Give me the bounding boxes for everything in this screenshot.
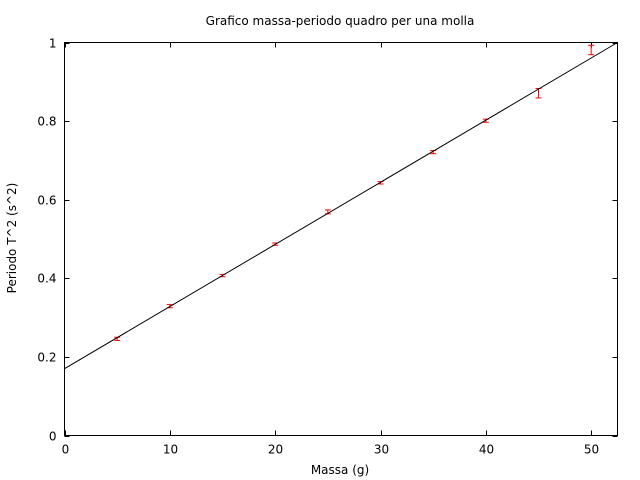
plot-marks xyxy=(64,42,618,370)
x-tick-label: 10 xyxy=(163,443,178,457)
y-tick-label: 0.8 xyxy=(37,115,56,129)
y-tick-label: 0.4 xyxy=(37,272,56,286)
fit-line xyxy=(64,42,618,370)
x-tick-label: 40 xyxy=(479,443,494,457)
y-tick-label: 0.2 xyxy=(37,351,56,365)
x-tick-label: 20 xyxy=(268,443,283,457)
y-tick-label: 1 xyxy=(49,37,57,51)
y-tick-label: 0 xyxy=(49,430,57,444)
x-axis-label: Massa (g) xyxy=(311,463,369,477)
data-point xyxy=(588,44,595,56)
plot-frame xyxy=(64,42,618,436)
x-tick-label: 30 xyxy=(374,443,389,457)
axes: 0 10 20 30 40 50 0 0.2 0.4 0.6 0.8 1 xyxy=(37,37,618,457)
x-tick-label: 50 xyxy=(584,443,599,457)
y-tick-label: 0.6 xyxy=(37,194,56,208)
y-axis-label: Periodo T^2 (s^2) xyxy=(5,183,19,294)
x-tick-label: 0 xyxy=(62,443,70,457)
chart-title: Grafico massa-periodo quadro per una mol… xyxy=(206,14,475,28)
